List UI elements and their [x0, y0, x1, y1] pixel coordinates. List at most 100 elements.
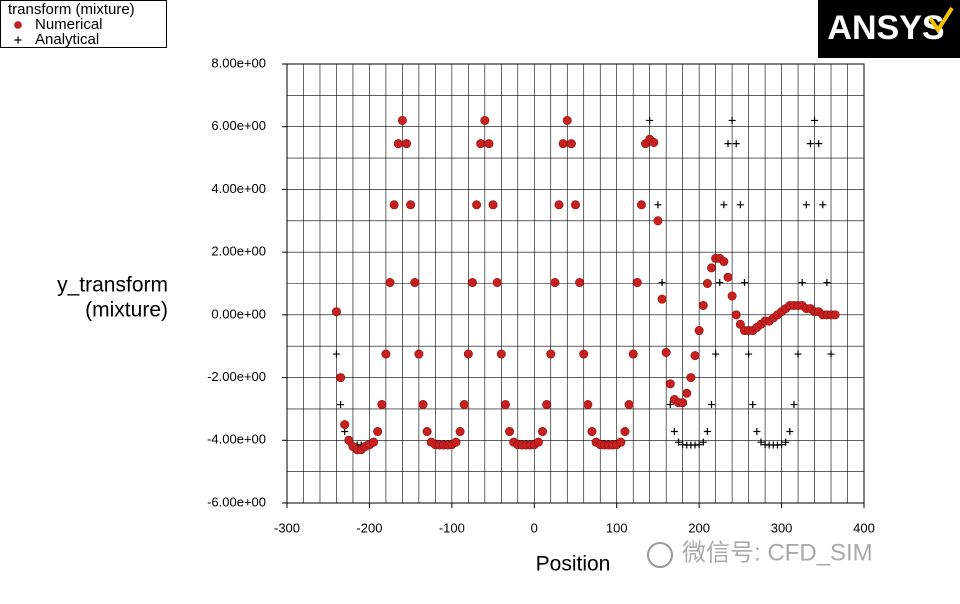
marks	[331, 115, 840, 455]
y-tick-label: -4.00e+00	[207, 432, 266, 447]
x-tick-label: -200	[356, 520, 382, 535]
legend-swatch	[14, 21, 22, 29]
logo-text: ANSYS	[827, 9, 944, 47]
data-point	[670, 428, 678, 436]
watermark-text: 微信号: CFD_SIM	[682, 539, 873, 566]
data-point	[488, 200, 498, 210]
data-point	[823, 279, 831, 287]
plot-frame	[286, 63, 865, 504]
data-point	[381, 349, 391, 359]
data-point	[740, 279, 748, 287]
legend-title: transform (mixture)	[8, 1, 135, 18]
data-point	[369, 437, 379, 447]
data-point	[798, 279, 806, 287]
data-point	[686, 373, 696, 383]
data-point	[397, 115, 407, 125]
data-point	[570, 200, 580, 210]
data-point	[389, 200, 399, 210]
data-point	[719, 257, 729, 267]
data-point	[533, 437, 543, 447]
x-tick-label: -100	[439, 520, 465, 535]
data-point	[712, 350, 720, 358]
data-point	[665, 379, 675, 389]
data-point	[340, 420, 350, 430]
data-point	[707, 263, 717, 273]
data-point	[337, 401, 345, 409]
y-axis-title: y_transform	[57, 274, 168, 297]
y-tick-label: -6.00e+00	[207, 494, 266, 509]
legend-swatch	[14, 36, 22, 44]
data-point	[778, 441, 786, 449]
y-tick-label: 0.00e+00	[211, 306, 266, 321]
data-point	[472, 200, 482, 210]
data-point	[806, 140, 814, 148]
data-point	[620, 427, 630, 437]
data-point	[786, 428, 794, 436]
data-point	[538, 427, 548, 437]
data-point	[745, 350, 753, 358]
data-point	[731, 310, 741, 320]
data-point	[782, 438, 790, 446]
data-point	[694, 326, 704, 336]
data-point	[723, 272, 733, 282]
legend-label: Numerical	[35, 16, 103, 33]
x-tick-label: 300	[771, 520, 793, 535]
data-point	[695, 441, 703, 449]
x-tick-label: 0	[531, 520, 538, 535]
y-tick-label: 4.00e+00	[211, 181, 266, 196]
data-point	[653, 216, 663, 226]
data-point	[550, 278, 560, 288]
data-point	[463, 349, 473, 359]
data-point	[422, 427, 432, 437]
data-point	[459, 400, 469, 410]
data-point	[690, 351, 700, 361]
data-point	[675, 438, 683, 446]
y-tick-label: -2.00e+00	[207, 369, 266, 384]
data-point	[753, 428, 761, 436]
legend-label: Analytical	[35, 31, 99, 48]
data-point	[480, 115, 490, 125]
data-point	[566, 139, 576, 149]
y-axis-title: (mixture)	[85, 299, 168, 322]
data-point	[815, 140, 823, 148]
data-point	[476, 139, 486, 149]
data-point	[727, 291, 737, 301]
data-point	[678, 398, 688, 408]
data-point	[757, 438, 765, 446]
data-point	[332, 350, 340, 358]
data-point	[646, 116, 654, 124]
data-point	[492, 278, 502, 288]
data-point	[484, 139, 494, 149]
data-point	[542, 400, 552, 410]
data-point	[732, 140, 740, 148]
y-tick-label: 6.00e+00	[211, 118, 266, 133]
data-point	[410, 278, 420, 288]
data-point	[802, 201, 810, 209]
ticks: -6.00e+00 -4.00e+00 -2.00e+00 0.00e+00 2.00e…	[207, 55, 875, 535]
data-point	[575, 278, 585, 288]
x-tick-label: -300	[274, 520, 300, 535]
series	[331, 115, 840, 455]
logo-mark	[928, 6, 954, 34]
data-point	[702, 278, 712, 288]
data-point	[632, 278, 642, 288]
data-point	[716, 279, 724, 287]
y-tick-label: 8.00e+00	[211, 55, 266, 70]
data-point	[728, 116, 736, 124]
data-point	[373, 427, 383, 437]
data-point	[583, 400, 593, 410]
data-point	[698, 300, 708, 310]
data-point	[628, 349, 638, 359]
data-point	[735, 319, 745, 329]
x-tick-label: 100	[606, 520, 628, 535]
data-point	[649, 137, 659, 147]
data-point	[636, 200, 646, 210]
data-point	[385, 278, 395, 288]
data-point	[811, 116, 819, 124]
data-point	[654, 201, 662, 209]
data-point	[736, 201, 744, 209]
data-point	[393, 139, 403, 149]
data-point	[377, 400, 387, 410]
data-point	[827, 350, 835, 358]
